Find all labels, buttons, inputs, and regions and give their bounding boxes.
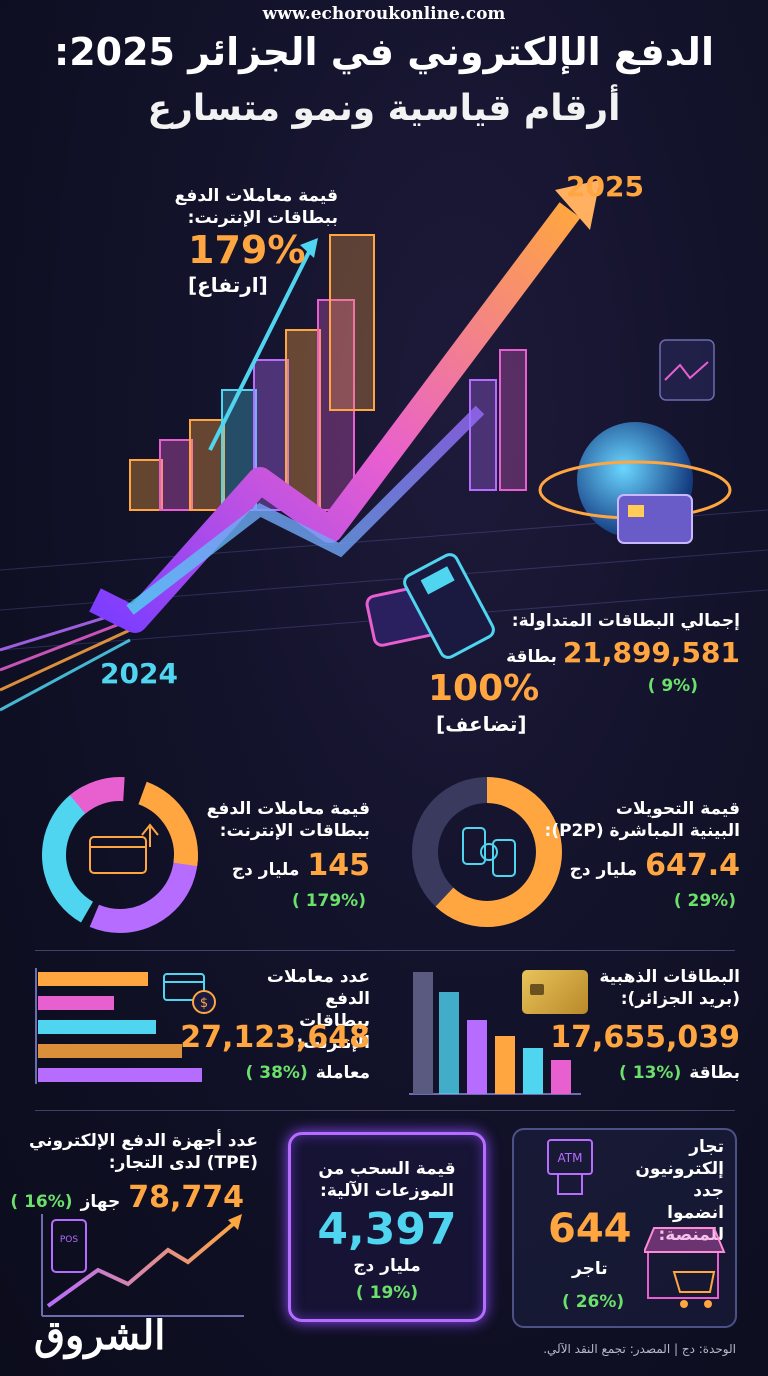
- atm-withdrawals-label-1: قيمة السحب من: [318, 1159, 456, 1179]
- doubling-pct: 100%: [428, 668, 540, 709]
- hero-online-value-label-2: ببطاقات الإنترنت:: [187, 208, 338, 229]
- year-2025: 2025: [566, 170, 644, 203]
- online-value-value: 145: [307, 848, 370, 884]
- hero-online-value-label-1: قيمة معاملات الدفع: [174, 186, 338, 206]
- gold-cards-change: (13% ): [619, 1063, 682, 1083]
- online-value-donut: [42, 777, 198, 933]
- echorouk-logo: الشروق: [34, 1312, 166, 1359]
- pos-device-icon: POS: [51, 1219, 87, 1273]
- cards-total-unit: بطاقة: [506, 647, 557, 667]
- phone-transfer-icon: [462, 827, 516, 877]
- hero-online-value-tag: [ارتفاع]: [188, 273, 268, 297]
- atm-icon: ATM: [547, 1139, 593, 1195]
- online-count-bars: [35, 968, 202, 1084]
- divider-1: [35, 950, 735, 951]
- gold-cards-label-2: (بريد الجزائر):: [620, 989, 740, 1010]
- atm-withdrawals-change: (19% ): [355, 1283, 419, 1304]
- tpe-change: (16% ): [10, 1192, 73, 1212]
- cards-total-row: 21,899,581 بطاقة: [500, 636, 740, 669]
- doubling-tag: [تضاعف]: [436, 712, 527, 736]
- p2p-label-2: البينية المباشرة (P2P):: [544, 821, 740, 842]
- atm-withdrawals-value: 4,397: [317, 1204, 457, 1256]
- merchants-label-3: انضموا للمنصة:: [658, 1203, 724, 1245]
- atm-withdrawals-card: [288, 1132, 486, 1322]
- online-count-label-1: عدد معاملات الدفع: [266, 967, 370, 1010]
- online-value-label-2: ببطاقات الإنترنت:: [219, 821, 370, 842]
- hero-illustration: [0, 180, 768, 712]
- atm-withdrawals-unit: مليار دج: [353, 1256, 421, 1277]
- p2p-donut: [412, 777, 562, 927]
- p2p-value: 647.4: [645, 848, 740, 884]
- p2p-label-1: قيمة التحويلات: [615, 799, 740, 819]
- site-url: www.echoroukonline.com: [262, 4, 506, 24]
- gold-card-icon: [522, 970, 588, 1014]
- online-count-change: (38% ): [245, 1063, 308, 1083]
- card-upload-icon: [89, 823, 159, 874]
- merchants-unit: تاجر: [572, 1259, 608, 1279]
- hero-online-value-pct: 179%: [188, 228, 306, 272]
- tpe-value: 78,774: [128, 1180, 244, 1215]
- merchants-label-1: تجار: [689, 1137, 724, 1157]
- tpe-growth-chart: POS: [41, 1214, 244, 1317]
- p2p-unit: مليار دج: [569, 860, 638, 881]
- gold-cards-value: 17,655,039: [550, 1020, 740, 1055]
- page-subtitle: أرقام قياسية ونمو متسارع: [147, 88, 621, 129]
- gold-cards-label-1: البطاقات الذهبية: [599, 967, 740, 987]
- online-count-label-2: ببطاقات الإنترنت:: [296, 1011, 370, 1054]
- year-2024: 2024: [100, 657, 178, 690]
- page-title: الدفع الإلكتروني في الجزائر 2025:: [54, 30, 714, 74]
- source-note: الوحدة: دج | المصدر: تجمع النقد الآلي.: [543, 1342, 736, 1356]
- merchants-value: 644: [548, 1206, 632, 1252]
- svg-text:$: $: [200, 996, 208, 1011]
- storefront-cart-icon: [644, 1227, 726, 1308]
- gold-cards-unit: بطاقة: [689, 1063, 740, 1083]
- pos-device-label: POS: [60, 1235, 79, 1245]
- online-value-label-1: قيمة معاملات الدفع: [206, 799, 370, 819]
- atm-icon-label: ATM: [558, 1151, 583, 1165]
- p2p-change: (29% ): [673, 891, 736, 912]
- pos-terminal-icon: [365, 553, 495, 659]
- tpe-label-2: (TPE) لدى التجار:: [108, 1153, 258, 1174]
- online-count-value: 27,123,648: [180, 1020, 370, 1055]
- credit-card-icon: [617, 494, 693, 544]
- divider-2: [35, 1110, 735, 1111]
- tpe-unit: جهاز: [80, 1192, 121, 1212]
- card-payment-icon: $: [163, 973, 216, 1014]
- cards-total-change: (9% ): [647, 676, 698, 696]
- growth-arrow: [89, 202, 581, 633]
- online-count-unit: معاملة: [315, 1063, 370, 1083]
- atm-withdrawals-label-2: الموزعات الآلية:: [320, 1181, 454, 1202]
- tpe-label-1: عدد أجهزة الدفع الإلكتروني: [28, 1131, 258, 1151]
- cards-total-label: إجمالي البطاقات المتداولة:: [511, 611, 740, 631]
- gold-cards-bars: [409, 972, 581, 1095]
- cards-total-value: 21,899,581: [562, 636, 740, 669]
- online-value-unit: مليار دج: [231, 860, 300, 881]
- merchants-change: (26% ): [562, 1292, 625, 1312]
- merchants-label-2: إلكترونيون جدد: [635, 1159, 724, 1202]
- online-value-change: (179% ): [291, 891, 366, 912]
